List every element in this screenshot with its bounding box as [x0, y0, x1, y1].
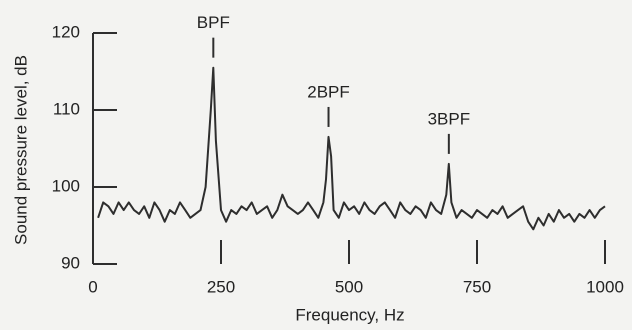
x-axis-title: Frequency, Hz [295, 305, 404, 324]
y-tick-label: 90 [61, 253, 80, 272]
annotation-label: 3BPF [428, 109, 471, 128]
x-tick-label: 250 [207, 277, 235, 296]
annotation-label: BPF [197, 13, 230, 32]
x-tick-label: 1000 [586, 277, 624, 296]
x-tick-label: 0 [88, 277, 97, 296]
y-tick-label: 100 [52, 176, 80, 195]
y-tick-label: 120 [52, 22, 80, 41]
y-tick-label: 110 [53, 99, 80, 118]
y-axis-title: Sound pressure level, dB [11, 55, 30, 245]
x-tick-label: 750 [463, 277, 491, 296]
annotation-label: 2BPF [307, 82, 350, 101]
spectrum-line [97, 66, 606, 231]
x-tick-label: 500 [335, 277, 363, 296]
